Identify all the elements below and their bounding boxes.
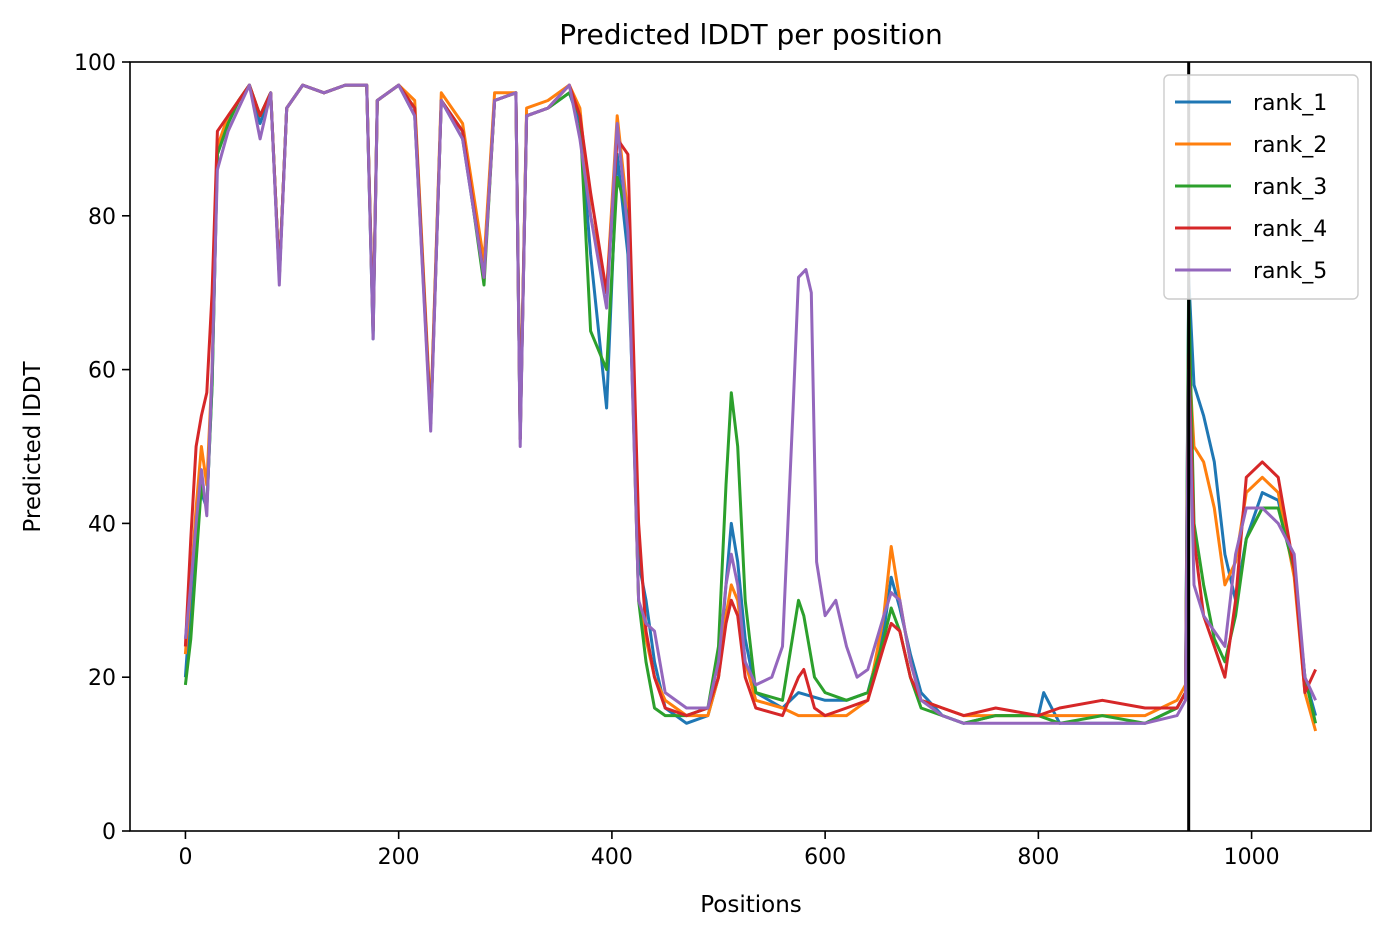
x-tick-label: 800	[1017, 845, 1059, 870]
y-tick-label: 60	[88, 359, 116, 384]
y-tick-label: 40	[88, 512, 116, 537]
x-tick-label: 600	[804, 845, 846, 870]
legend-label-rank-3: rank_3	[1253, 175, 1327, 200]
y-tick-label: 20	[88, 666, 116, 691]
y-tick-label: 0	[102, 820, 116, 845]
legend-box	[1163, 74, 1359, 300]
legend-label-rank-5: rank_5	[1253, 259, 1327, 284]
legend-items: rank_1 rank_2 rank_3 rank_4 rank_5	[1175, 91, 1327, 284]
x-axis-ticks: 0 200 400 600 800 1000	[178, 831, 1280, 870]
x-tick-label: 400	[591, 845, 633, 870]
series-line-rank-5	[183, 83, 1317, 725]
legend: rank_1 rank_2 rank_3 rank_4 rank_5	[1163, 74, 1359, 300]
x-axis-label: Positions	[700, 892, 802, 918]
y-axis-ticks: 0 20 40 60 80 100	[74, 51, 130, 845]
y-axis-label: Predicted lDDT	[20, 360, 46, 532]
x-tick-label: 1000	[1224, 845, 1280, 870]
series-layer	[183, 83, 1318, 732]
plot-area-frame	[129, 61, 1372, 832]
legend-label-rank-1: rank_1	[1253, 91, 1327, 116]
legend-label-rank-2: rank_2	[1253, 133, 1327, 158]
chart-title: Predicted lDDT per position	[559, 18, 943, 51]
legend-label-rank-4: rank_4	[1253, 217, 1327, 242]
x-tick-label: 0	[178, 845, 192, 870]
y-tick-label: 80	[88, 205, 116, 230]
x-tick-label: 200	[378, 845, 420, 870]
y-tick-label: 100	[74, 51, 116, 76]
